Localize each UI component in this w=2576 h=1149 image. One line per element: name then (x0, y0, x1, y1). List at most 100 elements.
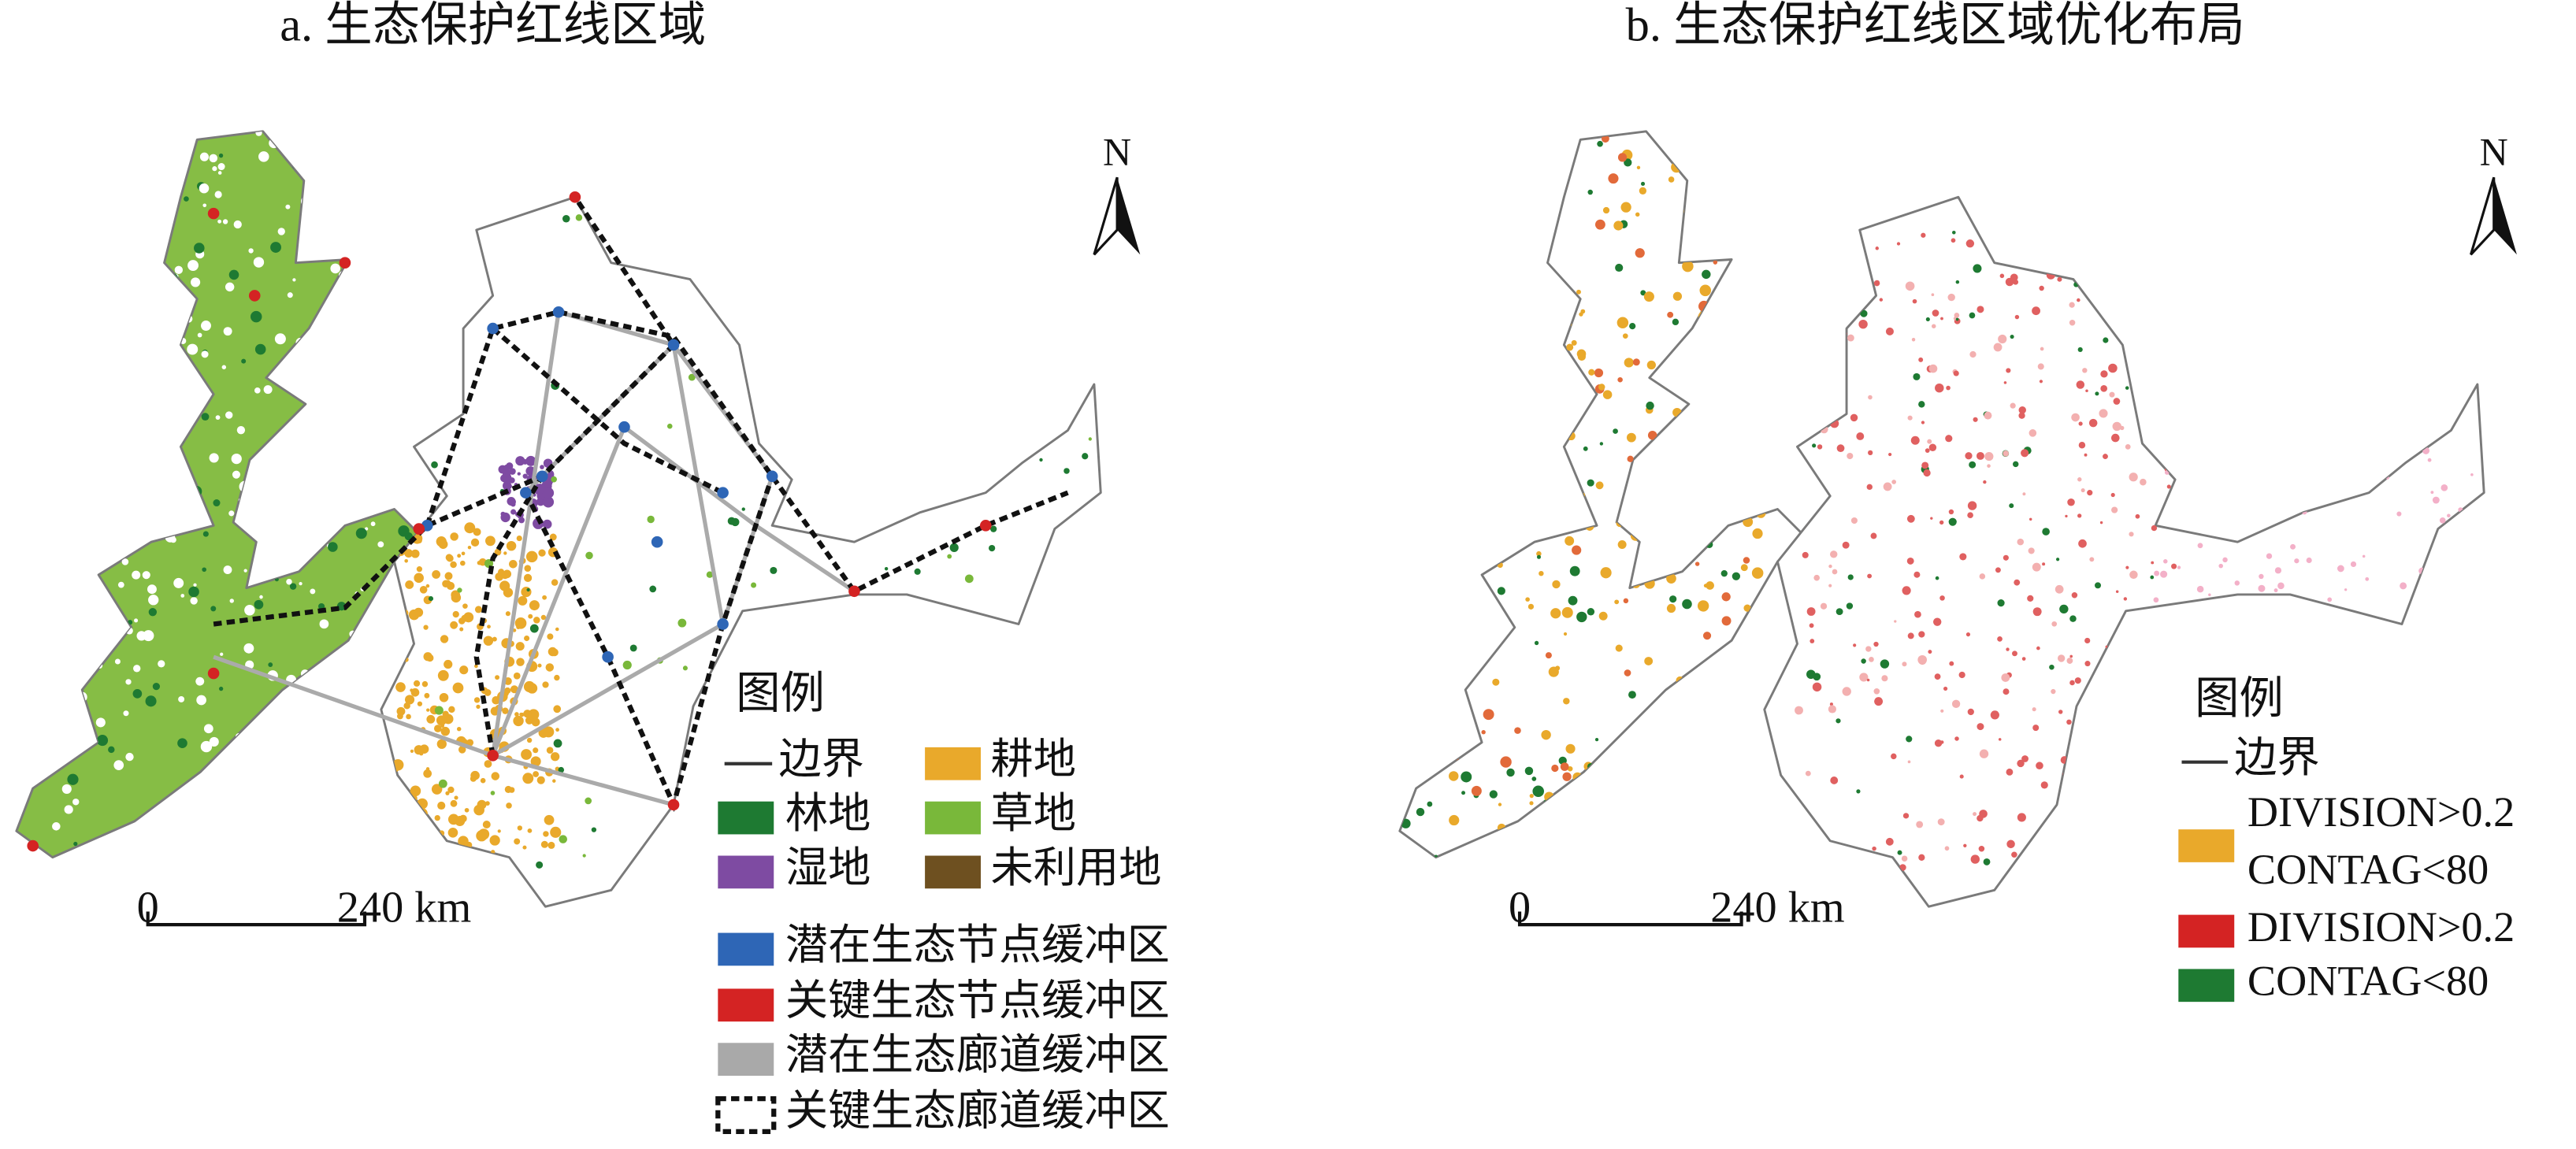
patch (373, 213, 380, 221)
patch (2144, 381, 2147, 385)
patch (1693, 333, 1702, 342)
patch (100, 394, 111, 405)
patch (941, 798, 945, 802)
patch (1544, 791, 1554, 802)
patch (1756, 628, 1763, 635)
patch (1551, 764, 1559, 773)
patch (418, 312, 421, 323)
patch (403, 646, 408, 651)
patch (72, 292, 83, 302)
patch (184, 196, 189, 202)
patch (444, 659, 453, 669)
patch (1866, 484, 1873, 491)
patch (1715, 480, 1723, 487)
patch (2181, 283, 2185, 287)
patch (1433, 552, 1442, 561)
patch (2294, 558, 2299, 564)
patch (491, 772, 500, 780)
patch (223, 565, 232, 575)
patch (2266, 480, 2272, 486)
legend: 图例 边界 DIVISION>0.2 CONTAG<80 DIVISION>0.… (2178, 675, 2515, 1005)
patch (242, 501, 252, 511)
patch (1702, 632, 1712, 640)
patch (438, 779, 447, 788)
patch (364, 378, 376, 390)
patch (278, 446, 286, 454)
patch (1624, 669, 1631, 676)
patch (47, 206, 57, 217)
patch (2100, 370, 2108, 378)
legend: 图例 边界 耕地 林地 草地 湿地 未利用地 潜在生态节点缓冲区 关键生态节点缓… (715, 669, 1170, 1134)
patch (139, 439, 148, 449)
patch (399, 639, 404, 645)
patch (2040, 347, 2044, 351)
patch (1791, 359, 1803, 371)
patch (1431, 641, 1442, 650)
patch (1939, 520, 1944, 525)
patch (437, 801, 446, 810)
patch (1627, 455, 1634, 462)
patch (243, 569, 247, 573)
patch (86, 362, 94, 370)
patch (1745, 183, 1753, 191)
patch (1560, 469, 1569, 479)
patch (18, 289, 22, 293)
patch (439, 692, 449, 702)
patch (2077, 298, 2080, 302)
patch (2051, 621, 2058, 627)
patch (152, 682, 161, 691)
patch (1531, 777, 1537, 781)
patch (188, 586, 199, 598)
patch (60, 255, 66, 261)
patch (2012, 650, 2017, 657)
patch (484, 760, 492, 768)
patch (1531, 139, 1542, 151)
patch (1555, 665, 1561, 671)
patch (1451, 502, 1457, 508)
patch (1880, 659, 1890, 669)
patch (310, 780, 321, 791)
patch (1686, 713, 1694, 721)
patch (2027, 595, 2034, 602)
patch (2037, 363, 2044, 370)
patch (1773, 673, 1779, 678)
patch (1743, 715, 1747, 720)
patch (1725, 251, 1731, 257)
patch (1644, 454, 1652, 461)
patch (1682, 443, 1693, 454)
patch (455, 816, 466, 826)
patch (2113, 398, 2121, 405)
patch (176, 797, 187, 808)
patch (1917, 654, 1928, 665)
patch (1771, 260, 1776, 265)
patch (2110, 833, 2114, 838)
patch (1965, 452, 1973, 460)
patch (1976, 451, 1984, 460)
patch (117, 581, 124, 588)
patch (1423, 339, 1429, 345)
patch (1940, 709, 1944, 713)
patch (1527, 603, 1535, 610)
patch (328, 439, 334, 445)
patch (370, 327, 380, 336)
legend-item: DIVISION>0.2 (2248, 903, 2515, 951)
patch (1531, 168, 1544, 180)
patch (2153, 294, 2158, 298)
patch (69, 214, 76, 221)
patch (501, 572, 509, 580)
patch (1400, 726, 1410, 736)
patch (199, 152, 209, 161)
patch (1421, 476, 1427, 482)
patch (1453, 225, 1459, 232)
patch (1793, 359, 1801, 368)
patch (484, 558, 494, 569)
patch (1602, 206, 1610, 214)
patch (2192, 430, 2199, 438)
patch (1993, 343, 2003, 352)
node (207, 667, 220, 680)
patch (195, 676, 205, 686)
patch (1539, 570, 1544, 576)
patch (369, 628, 378, 636)
patch (2069, 302, 2075, 308)
patch (1510, 515, 1516, 521)
